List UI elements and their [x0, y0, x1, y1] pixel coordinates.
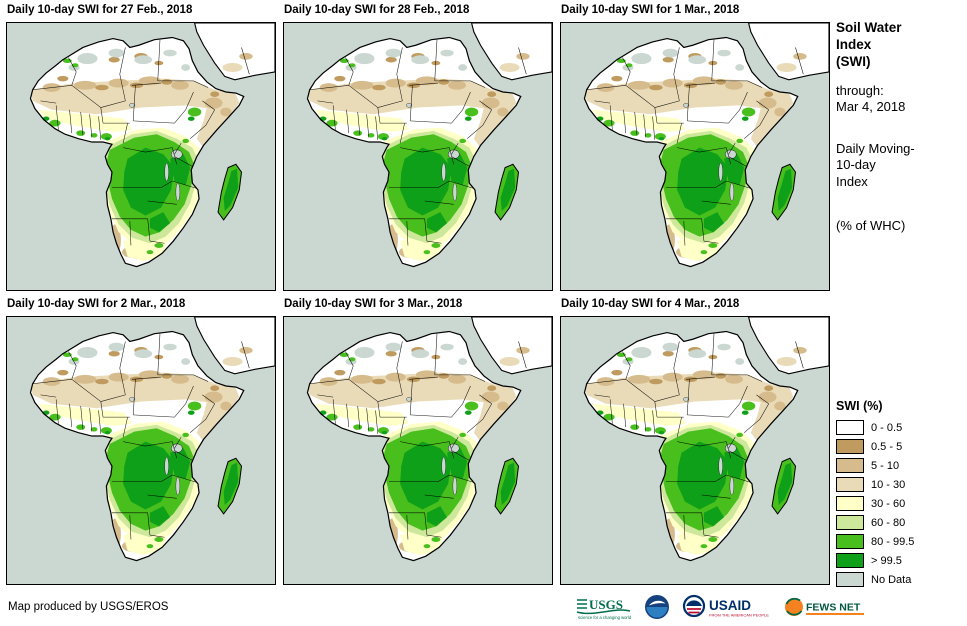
- usaid-tagline: FROM THE AMERICAN PEOPLE: [709, 613, 769, 618]
- africa-swi-map-6: [560, 316, 830, 585]
- africa-swi-map-5: [283, 316, 553, 585]
- index-type: Daily Moving- 10-day Index: [836, 141, 915, 189]
- legend-swatch: [836, 534, 864, 549]
- legend-row: 80 - 99.5: [836, 532, 914, 551]
- legend-swatch: [836, 420, 864, 435]
- legend-swatch: [836, 496, 864, 511]
- sidebar-title: Soil Water Index (SWI): [836, 20, 902, 69]
- units-label: (% of WHC): [836, 217, 906, 233]
- legend-label: 30 - 60: [871, 497, 906, 510]
- legend-label: No Data: [871, 573, 912, 586]
- legend-swatch: [836, 458, 864, 473]
- legend-title: SWI (%): [836, 399, 883, 413]
- legend-label: 0 - 0.5: [871, 421, 903, 434]
- map-panel-3: Daily 10-day SWI for 1 Mar., 2018: [560, 2, 830, 291]
- map-panel-4: Daily 10-day SWI for 2 Mar., 2018: [6, 296, 276, 585]
- legend-row: 5 - 10: [836, 456, 914, 475]
- usgs-logo-icon: USGS science for a changing world: [576, 597, 632, 620]
- through-date: Mar 4, 2018: [836, 98, 906, 114]
- map-panel-title: Daily 10-day SWI for 2 Mar., 2018: [7, 298, 186, 310]
- legend-label: 0.5 - 5: [871, 440, 903, 453]
- africa-swi-map-3: [560, 22, 830, 291]
- through-label: through:: [836, 82, 884, 98]
- africa-swi-map-1: [6, 22, 276, 291]
- legend-row: 0 - 0.5: [836, 418, 914, 437]
- map-panel-title: Daily 10-day SWI for 3 Mar., 2018: [284, 298, 463, 310]
- map-panel-title: Daily 10-day SWI for 27 Feb., 2018: [7, 4, 193, 16]
- legend-swatch: [836, 572, 864, 587]
- legend-label: > 99.5: [871, 554, 902, 567]
- legend-row: 0.5 - 5: [836, 437, 914, 456]
- legend-label: 80 - 99.5: [871, 535, 915, 548]
- noaa-logo-icon: [645, 595, 669, 619]
- map-panel-title: Daily 10-day SWI for 4 Mar., 2018: [561, 298, 740, 310]
- usaid-text: USAID: [709, 598, 751, 613]
- map-panel-1: Daily 10-day SWI for 27 Feb., 2018: [6, 2, 276, 291]
- map-panel-5: Daily 10-day SWI for 3 Mar., 2018: [283, 296, 553, 585]
- swi-legend: SWI (%) 0 - 0.5 0.5 - 5 5 - 10 10 - 30 3…: [836, 399, 914, 589]
- map-panel-2: Daily 10-day SWI for 28 Feb., 2018: [283, 2, 553, 291]
- legend-swatch: [836, 439, 864, 454]
- agency-logos: USGS science for a changing world USAID …: [574, 592, 868, 622]
- sidebar: Soil Water Index (SWI) through: Mar 4, 2…: [836, 20, 962, 234]
- legend-row: 60 - 80: [836, 513, 914, 532]
- legend-swatch: [836, 515, 864, 530]
- maps-grid: Daily 10-day SWI for 27 Feb., 2018 Daily…: [6, 2, 830, 585]
- legend-label: 60 - 80: [871, 516, 906, 529]
- legend-row: No Data: [836, 570, 914, 589]
- fewsnet-text: FEWS NET: [806, 602, 861, 614]
- legend-row: 10 - 30: [836, 475, 914, 494]
- map-credit: Map produced by USGS/EROS: [8, 601, 169, 613]
- legend-row: > 99.5: [836, 551, 914, 570]
- legend-row: 30 - 60: [836, 494, 914, 513]
- africa-swi-map-4: [6, 316, 276, 585]
- map-panel-title: Daily 10-day SWI for 1 Mar., 2018: [561, 4, 740, 16]
- usaid-logo-icon: USAID FROM THE AMERICAN PEOPLE: [682, 594, 769, 618]
- usgs-tagline: science for a changing world: [578, 615, 632, 620]
- usgs-text: USGS: [589, 597, 623, 612]
- legend-swatch: [836, 553, 864, 568]
- map-panel-6: Daily 10-day SWI for 4 Mar., 2018: [560, 296, 830, 585]
- fewsnet-logo-icon: FEWS NET: [785, 597, 864, 616]
- africa-swi-map-2: [283, 22, 553, 291]
- map-panel-title: Daily 10-day SWI for 28 Feb., 2018: [284, 4, 470, 16]
- legend-swatch: [836, 477, 864, 492]
- legend-label: 10 - 30: [871, 478, 906, 491]
- legend-label: 5 - 10: [871, 459, 900, 472]
